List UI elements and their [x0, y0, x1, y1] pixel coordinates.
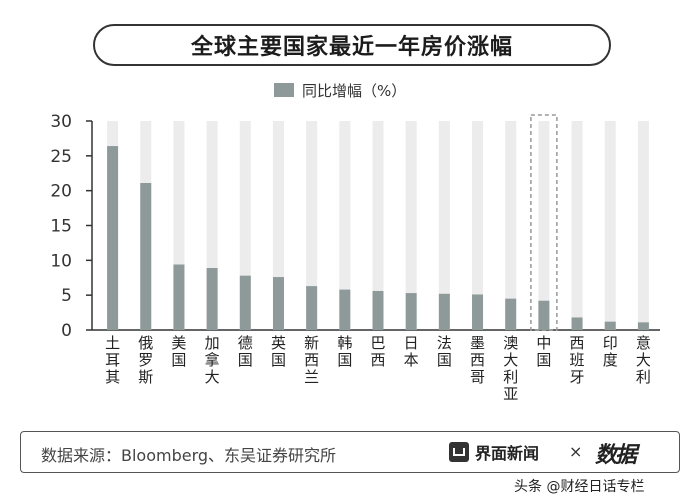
- y-tick-label: 20: [50, 182, 72, 202]
- bar-track: [538, 121, 550, 330]
- x-tick-label: 俄罗斯: [138, 334, 153, 386]
- x-tick-label: 西班牙: [570, 334, 585, 386]
- bar-3: [206, 267, 218, 330]
- x-tick-label: 新西兰: [304, 334, 319, 386]
- bar-14: [571, 317, 583, 330]
- bar-track: [206, 121, 218, 330]
- bar-9: [405, 293, 417, 330]
- bar-16: [637, 322, 649, 330]
- legend: 同比增幅（%）: [274, 80, 406, 100]
- brand-jiemian: 界面新闻: [449, 440, 539, 464]
- x-tick-label: 中国: [536, 334, 551, 369]
- x-tick-label: 法国: [437, 334, 452, 369]
- bar-track: [505, 121, 517, 330]
- legend-label: 同比增幅（%）: [302, 81, 407, 100]
- times-sign: ×: [569, 442, 583, 461]
- bar-track: [405, 121, 417, 330]
- source-footer: 数据来源：Bloomberg、东吴证券研究所 界面新闻 × 数据: [20, 431, 680, 473]
- x-tick-label: 韩国: [337, 334, 352, 369]
- bar-track: [438, 121, 450, 330]
- bar-track: [272, 121, 284, 330]
- source-text: 数据来源：Bloomberg、东吴证券研究所: [41, 446, 337, 465]
- bar-13: [538, 300, 550, 330]
- brand-shuju-logo: 数据: [595, 443, 637, 468]
- y-tick-label: 0: [61, 321, 72, 341]
- bar-5: [272, 277, 284, 330]
- title-box: 全球主要国家最近一年房价涨幅: [93, 24, 611, 66]
- bar-6: [306, 286, 318, 330]
- legend-swatch: [274, 83, 294, 97]
- x-tick-label: 英国: [271, 334, 286, 369]
- bar-track: [339, 121, 351, 330]
- bar-track: [173, 121, 185, 330]
- bar-12: [505, 298, 517, 330]
- bar-10: [438, 293, 450, 330]
- x-tick-label: 土耳其: [105, 334, 120, 386]
- x-tick-label: 德国: [238, 334, 253, 369]
- jiemian-logo-icon: [449, 442, 469, 462]
- bar-0: [107, 146, 119, 330]
- chart-title: 全球主要国家最近一年房价涨幅: [190, 35, 513, 60]
- x-tick-label: 加拿大: [205, 334, 220, 386]
- y-tick-label: 15: [50, 217, 72, 237]
- bar-11: [472, 294, 484, 330]
- bar-track: [372, 121, 384, 330]
- x-tick-label: 巴西: [370, 334, 385, 369]
- bar-15: [604, 321, 616, 330]
- y-tick-label: 5: [61, 286, 72, 306]
- bar-8: [372, 290, 384, 330]
- x-tick-label: 墨西哥: [470, 334, 485, 386]
- bar-1: [140, 183, 152, 330]
- bar-track: [637, 121, 649, 330]
- bar-track: [472, 121, 484, 330]
- x-tick-label: 美国: [171, 334, 186, 369]
- bar-track: [604, 121, 616, 330]
- bar-2: [173, 264, 185, 330]
- watermark: 头条 @财经日话专栏: [514, 479, 645, 495]
- y-tick-label: 25: [50, 147, 72, 167]
- x-tick-label: 印度: [603, 334, 618, 369]
- bar-track: [571, 121, 583, 330]
- bar-track: [239, 121, 251, 330]
- bar-4: [239, 275, 251, 330]
- bar-track: [306, 121, 318, 330]
- bar-7: [339, 289, 351, 330]
- x-tick-label: 日本: [404, 334, 419, 369]
- y-tick-label: 10: [50, 251, 72, 271]
- x-tick-label: 意大利: [636, 334, 651, 386]
- brand-jiemian-label: 界面新闻: [475, 444, 540, 463]
- y-tick-label: 30: [50, 112, 72, 132]
- x-tick-label: 澳大利亚: [503, 334, 518, 403]
